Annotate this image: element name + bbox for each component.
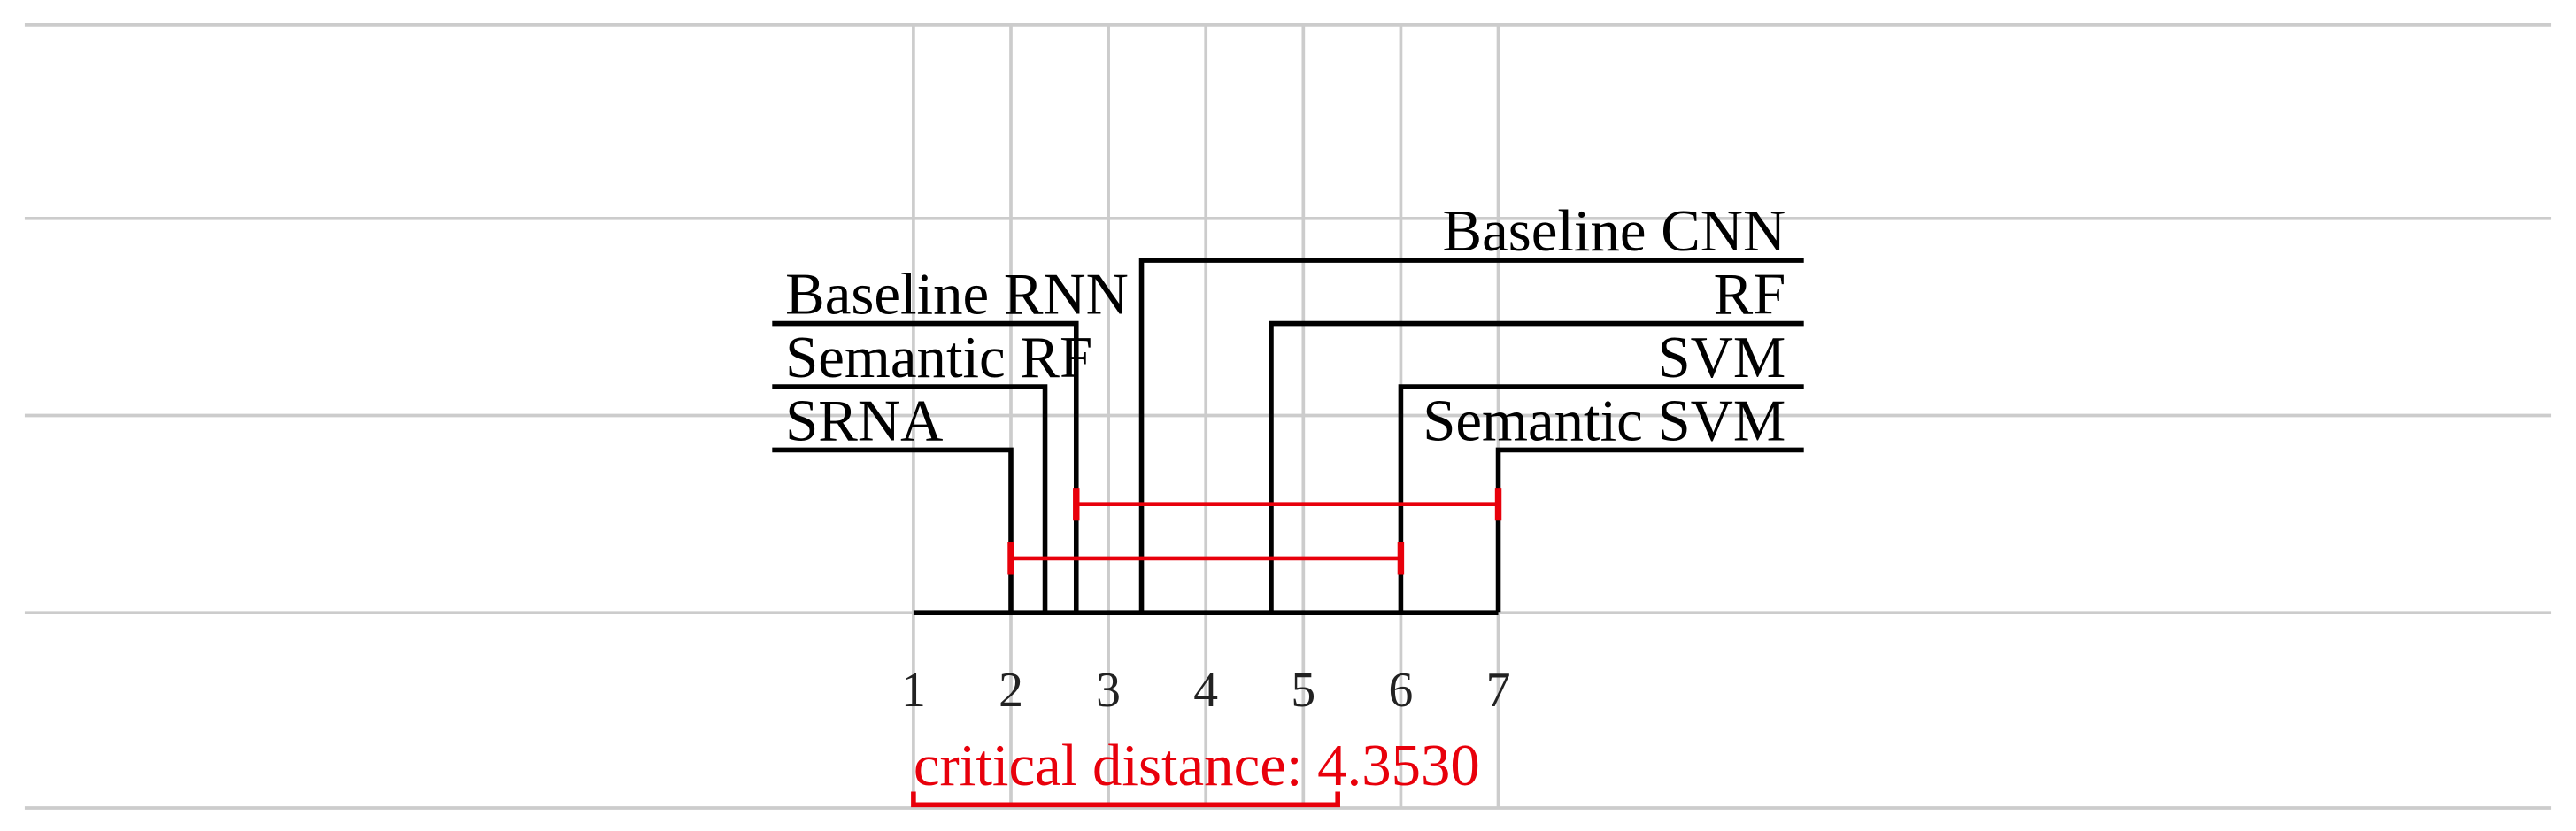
x-tick-label: 5 <box>1291 663 1315 718</box>
method-label: RF <box>1714 261 1786 327</box>
method-label: SVM <box>1658 325 1786 390</box>
x-tick-label: 2 <box>999 663 1023 718</box>
method-label: Baseline CNN <box>1443 198 1786 264</box>
rank-connector <box>772 447 1014 613</box>
background-grid <box>24 22 2552 810</box>
x-tick-label: 7 <box>1486 663 1511 718</box>
rank-connector <box>772 384 1048 613</box>
rank-connector <box>1269 320 1804 613</box>
x-tick-label: 6 <box>1389 663 1414 718</box>
method-label: Semantic SVM <box>1423 388 1785 453</box>
method-label: Semantic RF <box>785 325 1092 390</box>
x-tick-label: 4 <box>1193 663 1218 718</box>
critical-distance-label: critical distance: 4.3530 <box>914 733 1480 798</box>
method-label: SRNA <box>785 388 943 453</box>
x-tick-label: 1 <box>901 663 926 718</box>
x-tick-label: 3 <box>1096 663 1121 718</box>
method-label: Baseline RNN <box>785 261 1129 327</box>
rank-connector <box>1398 384 1804 613</box>
critical-distance-bracket <box>911 791 1340 808</box>
rank-connector <box>1495 447 1804 613</box>
rank-connector <box>1138 258 1804 613</box>
